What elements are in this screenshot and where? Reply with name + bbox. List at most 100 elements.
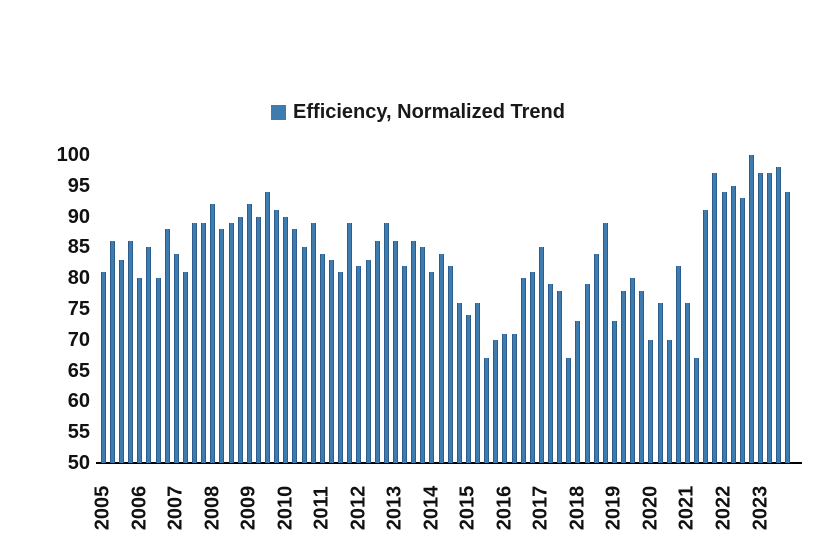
x-axis-year-label: 2019 bbox=[602, 485, 625, 531]
bar bbox=[465, 315, 471, 463]
bar bbox=[593, 253, 599, 463]
y-axis-tick-label: 50 bbox=[67, 452, 90, 474]
y-axis-tick-label: 80 bbox=[67, 267, 90, 290]
bar bbox=[347, 222, 353, 463]
bar bbox=[100, 272, 106, 463]
bar bbox=[155, 278, 161, 463]
bar bbox=[758, 173, 764, 463]
bar bbox=[292, 228, 298, 463]
bar bbox=[420, 247, 426, 463]
bar bbox=[182, 272, 188, 463]
y-axis-tick-label: 55 bbox=[67, 421, 90, 444]
bar bbox=[557, 290, 563, 463]
bar bbox=[283, 216, 289, 463]
bar bbox=[429, 272, 435, 463]
bar bbox=[566, 358, 572, 463]
bar bbox=[484, 358, 490, 463]
x-axis-year-label: 2016 bbox=[493, 485, 516, 531]
x-axis-year-label: 2017 bbox=[529, 485, 552, 531]
legend-marker-icon bbox=[271, 104, 287, 120]
x-axis-year-label: 2020 bbox=[639, 485, 662, 531]
bar bbox=[128, 241, 134, 463]
bar bbox=[712, 173, 718, 463]
bar bbox=[721, 191, 727, 463]
bar bbox=[301, 247, 307, 463]
x-axis-year-label: 2012 bbox=[347, 485, 370, 531]
bar bbox=[319, 253, 325, 463]
bar bbox=[639, 290, 645, 463]
bar bbox=[119, 259, 125, 463]
bar bbox=[246, 204, 252, 463]
x-axis-year-label: 2011 bbox=[310, 486, 333, 530]
y-axis-tick-label: 95 bbox=[67, 174, 90, 197]
bar bbox=[511, 333, 517, 463]
bar bbox=[265, 191, 271, 463]
bar bbox=[520, 278, 526, 463]
y-axis-tick-label: 75 bbox=[67, 298, 90, 320]
bar bbox=[493, 339, 499, 463]
bar bbox=[219, 228, 225, 463]
bar bbox=[785, 191, 791, 463]
x-axis-year-label: 2023 bbox=[749, 485, 772, 531]
x-axis-year-label: 2015 bbox=[456, 485, 479, 531]
y-axis-tick-label: 90 bbox=[67, 205, 90, 228]
y-axis-tick-label: 65 bbox=[67, 359, 90, 382]
bar bbox=[310, 222, 316, 463]
bar bbox=[730, 185, 736, 463]
x-axis-year-label: 2013 bbox=[383, 485, 406, 531]
x-axis-year-label: 2021 bbox=[675, 485, 698, 531]
bar bbox=[575, 321, 581, 463]
bar bbox=[365, 259, 371, 463]
x-axis-year-label: 2008 bbox=[201, 485, 224, 531]
bar bbox=[694, 358, 700, 463]
x-axis-year-label: 2005 bbox=[91, 485, 114, 531]
bar bbox=[630, 278, 636, 463]
bar bbox=[548, 284, 554, 463]
y-axis-tick-label: 60 bbox=[67, 390, 90, 413]
y-axis-tick-label: 85 bbox=[67, 236, 90, 259]
bar bbox=[776, 167, 782, 463]
y-axis-tick-label: 100 bbox=[56, 144, 90, 166]
bar bbox=[137, 278, 143, 463]
bar bbox=[657, 302, 663, 463]
bar bbox=[274, 210, 280, 463]
bar bbox=[621, 290, 627, 463]
bar bbox=[602, 222, 608, 463]
bar bbox=[329, 259, 334, 463]
x-axis-year-label: 2018 bbox=[566, 485, 589, 531]
bar bbox=[538, 247, 544, 463]
bar bbox=[109, 241, 115, 463]
bar bbox=[228, 222, 234, 463]
bar bbox=[356, 265, 362, 463]
x-axis-year-label: 2007 bbox=[164, 485, 187, 531]
bar bbox=[611, 321, 617, 463]
bar bbox=[164, 228, 170, 463]
bar bbox=[767, 173, 773, 463]
bar bbox=[529, 272, 535, 463]
bar bbox=[411, 241, 417, 463]
bar bbox=[648, 339, 654, 463]
bar bbox=[748, 155, 754, 463]
bar bbox=[201, 222, 207, 463]
x-axis-year-label: 2014 bbox=[420, 485, 443, 531]
bar bbox=[584, 284, 590, 463]
bar bbox=[173, 253, 179, 463]
y-axis-tick-label: 70 bbox=[67, 328, 90, 351]
bar bbox=[703, 210, 709, 463]
bar bbox=[456, 302, 462, 463]
bar bbox=[383, 222, 389, 463]
x-axis-line bbox=[96, 462, 802, 464]
bar bbox=[392, 241, 398, 463]
x-axis-year-label: 2009 bbox=[237, 485, 260, 531]
bar bbox=[402, 265, 408, 463]
x-axis-year-label: 2022 bbox=[712, 485, 735, 531]
bar bbox=[255, 216, 261, 463]
bar bbox=[338, 272, 344, 463]
bar bbox=[374, 241, 380, 463]
bar bbox=[210, 204, 216, 463]
bar bbox=[237, 216, 243, 463]
bar bbox=[666, 339, 672, 463]
x-axis-year-label: 2006 bbox=[128, 485, 151, 531]
legend-label: Efficiency, Normalized Trend bbox=[293, 100, 565, 123]
